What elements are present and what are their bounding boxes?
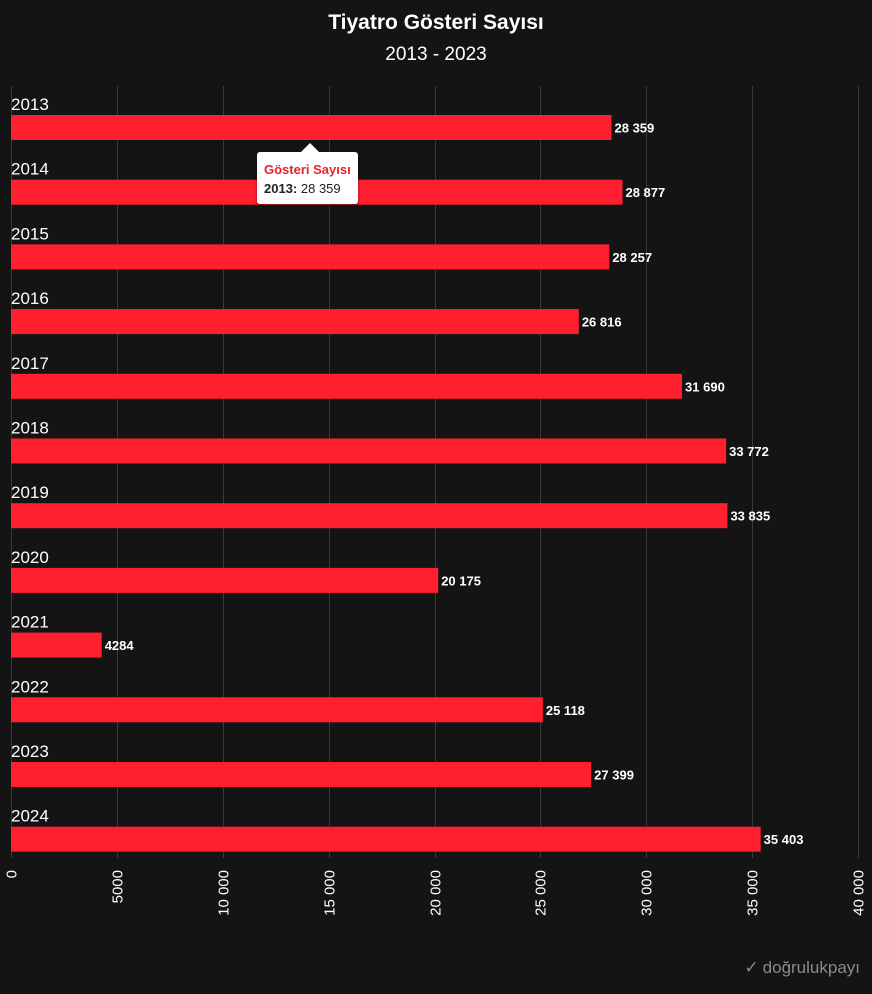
bars: 2013 28 359 2014 28 877 2015 28 257 2016 26 816… (11, 95, 803, 852)
tooltip-key: 2013: (264, 181, 298, 196)
category-label: 2021 (11, 613, 49, 632)
bar[interactable] (11, 438, 727, 464)
value-label: 33 835 (730, 509, 770, 524)
value-label: 4284 (105, 638, 135, 653)
value-label: 31 690 (685, 379, 725, 394)
tooltip-title: Gösteri Sayısı (264, 162, 351, 177)
bar[interactable] (11, 632, 102, 658)
category-label: 2020 (11, 548, 49, 567)
watermark: ✓ doğrulukpayı (744, 958, 860, 978)
bar[interactable] (11, 373, 683, 399)
value-label: 28 257 (612, 250, 652, 265)
category-label: 2022 (11, 677, 49, 696)
x-tick-label: 15 000 (322, 870, 339, 916)
bar[interactable] (11, 826, 761, 852)
bar[interactable] (11, 503, 728, 529)
bar[interactable] (11, 244, 610, 270)
category-label: 2014 (11, 160, 49, 179)
category-label: 2018 (11, 419, 49, 438)
category-label: 2019 (11, 483, 49, 502)
x-tick-label: 25 000 (533, 870, 550, 916)
tooltip-value: 28 359 (300, 181, 341, 196)
chart-title: Tiyatro Gösteri Sayısı (328, 11, 544, 34)
tooltip-row: 2013: 28 359 (264, 179, 351, 198)
x-tick-label: 0 (4, 870, 21, 878)
watermark-text: doğrulukpayı (762, 958, 860, 977)
category-label: 2024 (11, 807, 49, 826)
value-label: 20 175 (441, 573, 481, 588)
x-tick-label: 35 000 (745, 870, 762, 916)
value-label: 33 772 (729, 444, 769, 459)
value-label: 27 399 (594, 768, 634, 783)
bar[interactable] (11, 762, 592, 787)
tooltip: Gösteri Sayısı 2013: 28 359 (257, 143, 358, 204)
value-label: 28 359 (615, 121, 655, 136)
x-tick-label: 20 000 (428, 870, 445, 916)
bar[interactable] (11, 309, 579, 335)
x-tick-label: 30 000 (639, 870, 656, 916)
value-label: 35 403 (764, 832, 804, 847)
check-icon: ✓ (744, 958, 759, 977)
grid-lines (11, 86, 859, 858)
value-label: 26 816 (582, 315, 622, 330)
category-label: 2016 (11, 289, 49, 308)
x-axis-ticks: 0 5000 10 000 15 000 20 000 25 000 30 000 35 00… (4, 870, 868, 916)
category-label: 2015 (11, 224, 49, 243)
x-tick-label: 10 000 (216, 870, 233, 916)
category-label: 2013 (11, 95, 49, 114)
bar[interactable] (11, 567, 439, 593)
category-label: 2023 (11, 742, 49, 761)
bar[interactable] (11, 115, 612, 140)
value-label: 25 118 (546, 703, 585, 718)
category-label: 2017 (11, 354, 49, 373)
x-tick-label: 5000 (110, 870, 127, 903)
value-label: 28 877 (625, 185, 665, 200)
bar[interactable] (11, 697, 543, 723)
chart-subtitle: 2013 - 2023 (385, 44, 487, 65)
x-tick-label: 40 000 (851, 870, 868, 916)
